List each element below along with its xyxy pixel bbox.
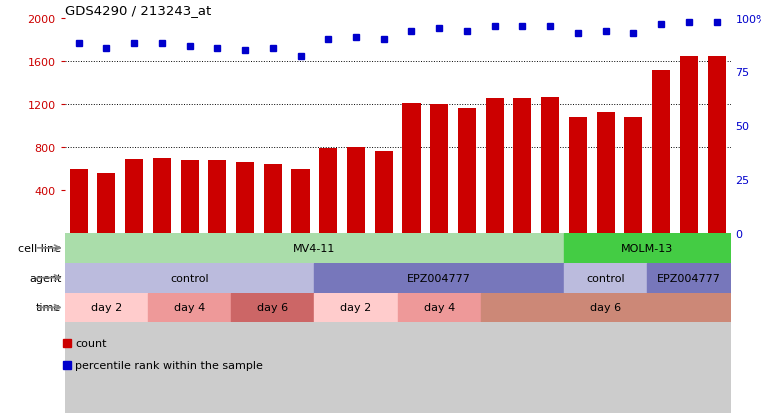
Bar [153,158,170,233]
Bar [209,160,226,233]
Bar [481,293,731,323]
Text: time: time [36,303,62,313]
Bar [652,71,670,233]
Bar [69,170,88,233]
Bar [564,263,648,293]
Bar [374,152,393,233]
Text: EPZ004777: EPZ004777 [657,273,721,283]
Bar [403,103,421,233]
Bar [231,293,314,323]
Text: EPZ004777: EPZ004777 [407,273,471,283]
Text: percentile rank within the sample: percentile rank within the sample [75,360,263,370]
Bar [648,263,731,293]
Text: day 2: day 2 [91,303,122,313]
Bar [291,170,310,233]
Bar [541,98,559,233]
Bar [65,233,731,413]
Bar [148,293,231,323]
Text: day 6: day 6 [257,303,288,313]
Bar [65,263,314,293]
Bar [569,117,587,233]
Text: GDS4290 / 213243_at: GDS4290 / 213243_at [65,5,211,17]
Text: count: count [75,339,107,349]
Bar [680,57,698,233]
Bar [180,160,199,233]
Bar [708,57,726,233]
Bar [514,99,531,233]
Bar [97,173,116,233]
Text: agent: agent [29,273,62,283]
Bar [236,162,254,233]
Bar [458,109,476,233]
Text: day 4: day 4 [174,303,205,313]
Bar [314,263,564,293]
Text: day 6: day 6 [590,303,621,313]
Bar [125,159,143,233]
Bar [347,147,365,233]
Text: MOLM-13: MOLM-13 [621,243,673,253]
Bar [486,99,504,233]
Bar [597,113,615,233]
Text: day 4: day 4 [424,303,455,313]
Text: MV4-11: MV4-11 [293,243,336,253]
Bar [65,233,564,263]
Bar [320,149,337,233]
Text: day 2: day 2 [340,303,371,313]
Bar [564,233,731,263]
Text: cell line: cell line [18,243,62,253]
Bar [65,293,148,323]
Bar [314,293,397,323]
Bar [430,104,448,233]
Text: control: control [170,273,209,283]
Text: control: control [587,273,625,283]
Bar [264,165,282,233]
Bar [397,293,481,323]
Bar [625,117,642,233]
